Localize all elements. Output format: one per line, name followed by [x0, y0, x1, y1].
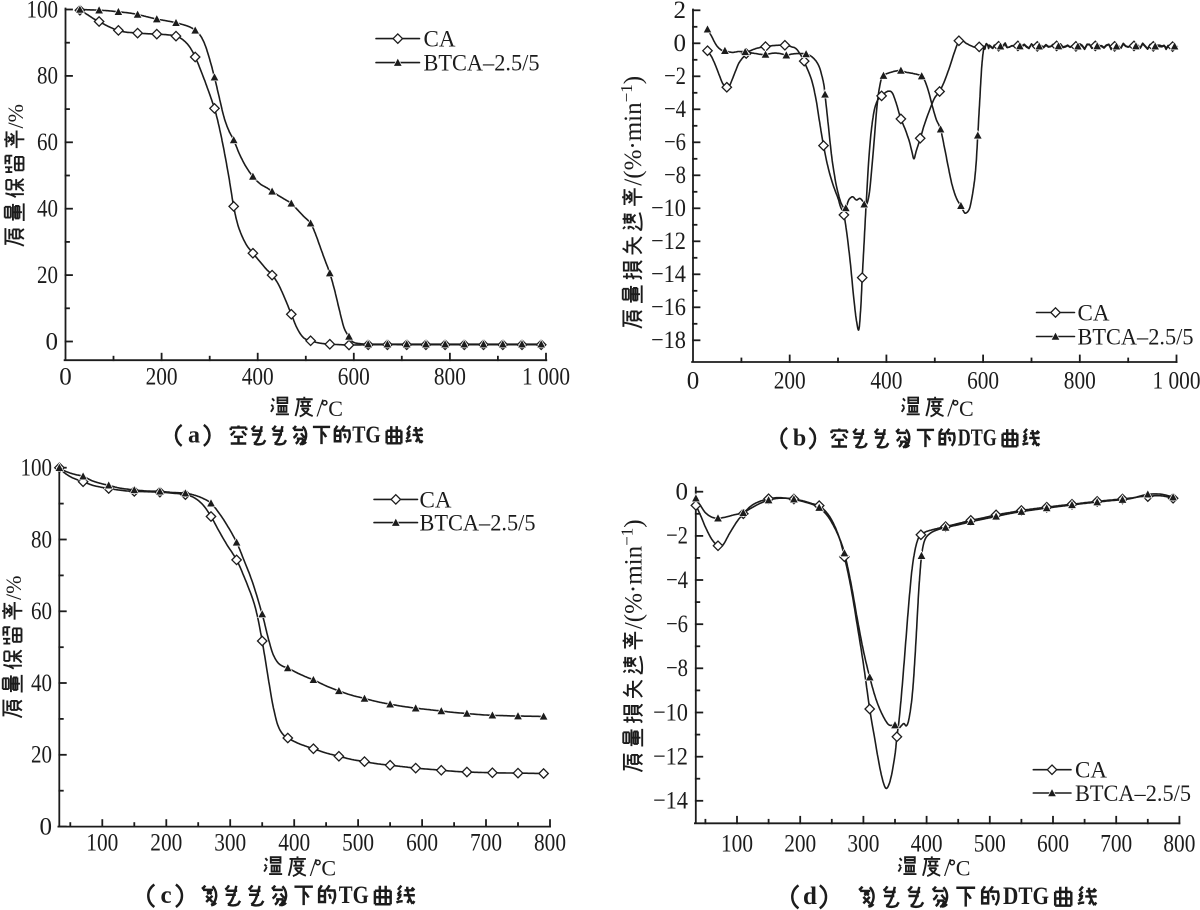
- svg-text:0: 0: [46, 328, 59, 355]
- svg-text:d: d: [803, 883, 817, 910]
- svg-text:600: 600: [338, 364, 370, 391]
- svg-text:1 000: 1 000: [1153, 368, 1200, 395]
- svg-text:200: 200: [146, 364, 178, 391]
- svg-text:−18: −18: [651, 327, 686, 354]
- svg-text:800: 800: [534, 830, 566, 857]
- svg-text:−12: −12: [653, 744, 688, 771]
- svg-text:−4: −4: [664, 96, 686, 123]
- svg-text:800: 800: [1064, 368, 1096, 395]
- svg-text:c: c: [160, 882, 171, 909]
- svg-text:80: 80: [31, 526, 52, 553]
- svg-text:700: 700: [1100, 831, 1132, 858]
- svg-text:700: 700: [470, 830, 502, 857]
- svg-text:0: 0: [676, 479, 689, 506]
- svg-text:CA: CA: [424, 27, 456, 52]
- svg-text:300: 300: [214, 830, 246, 857]
- svg-text:CA: CA: [1075, 758, 1107, 783]
- svg-text:−4: −4: [666, 567, 688, 594]
- svg-text:0: 0: [687, 368, 700, 395]
- svg-text:0: 0: [40, 813, 53, 840]
- svg-text:100: 100: [86, 830, 118, 857]
- svg-text:400: 400: [870, 368, 902, 395]
- svg-text:−10: −10: [653, 699, 688, 726]
- svg-text:/: /: [317, 395, 324, 422]
- svg-text:BTCA–2.5/5: BTCA–2.5/5: [1078, 325, 1194, 350]
- svg-text:600: 600: [1037, 831, 1069, 858]
- svg-text:−2: −2: [664, 63, 686, 90]
- svg-text:600: 600: [967, 368, 999, 395]
- svg-text:C: C: [956, 856, 971, 881]
- svg-text:400: 400: [911, 831, 943, 858]
- svg-text:500: 500: [342, 830, 374, 857]
- svg-text:60: 60: [31, 598, 52, 625]
- svg-text:200: 200: [784, 831, 816, 858]
- svg-text:40: 40: [37, 196, 58, 223]
- svg-text:−8: −8: [664, 162, 686, 189]
- svg-text:/%: /%: [3, 104, 28, 128]
- svg-text:0: 0: [674, 30, 687, 57]
- svg-text:a: a: [188, 423, 200, 449]
- svg-text:100: 100: [721, 831, 753, 858]
- svg-text:600: 600: [406, 830, 438, 857]
- svg-text:DTG: DTG: [958, 426, 997, 452]
- svg-text:−10: −10: [651, 195, 686, 222]
- svg-text:−6: −6: [664, 129, 686, 156]
- svg-text:BTCA–2.5/5: BTCA–2.5/5: [1075, 781, 1191, 806]
- svg-text:−16: −16: [651, 294, 686, 321]
- svg-text:500: 500: [974, 831, 1006, 858]
- svg-text:b: b: [793, 426, 806, 452]
- svg-text:2: 2: [674, 0, 687, 24]
- svg-text:20: 20: [31, 742, 52, 769]
- svg-text:TG: TG: [352, 423, 381, 449]
- svg-text:300: 300: [847, 831, 879, 858]
- svg-text:−14: −14: [651, 261, 686, 288]
- svg-text:/(%·min−1): /(%·min−1): [617, 76, 647, 186]
- svg-text:20: 20: [37, 262, 58, 289]
- svg-text:80: 80: [37, 63, 58, 90]
- svg-text:0: 0: [59, 364, 72, 391]
- svg-text:−8: −8: [666, 655, 688, 682]
- svg-text:TG: TG: [339, 882, 369, 909]
- svg-text:C: C: [321, 856, 336, 881]
- svg-text:DTG: DTG: [1003, 883, 1049, 910]
- svg-text:40: 40: [31, 670, 52, 697]
- svg-text:/: /: [944, 855, 951, 882]
- svg-text:100: 100: [27, 0, 59, 23]
- svg-text:400: 400: [278, 830, 310, 857]
- svg-text:/%: /%: [1, 576, 26, 600]
- svg-text:1 000: 1 000: [522, 364, 570, 391]
- svg-text:60: 60: [37, 129, 58, 156]
- svg-text:CA: CA: [1078, 301, 1110, 326]
- svg-text:−14: −14: [653, 788, 688, 815]
- svg-text:−12: −12: [651, 228, 686, 255]
- svg-text:BTCA–2.5/5: BTCA–2.5/5: [420, 511, 536, 536]
- svg-text:200: 200: [774, 368, 806, 395]
- svg-text:−2: −2: [666, 523, 688, 550]
- svg-text:400: 400: [242, 364, 274, 391]
- svg-text:/: /: [310, 855, 317, 882]
- svg-text:BTCA–2.5/5: BTCA–2.5/5: [424, 51, 540, 76]
- svg-text:800: 800: [1163, 831, 1195, 858]
- svg-text:−6: −6: [666, 611, 688, 638]
- svg-text:100: 100: [21, 455, 53, 482]
- svg-text:CA: CA: [420, 487, 452, 512]
- svg-text:C: C: [959, 396, 974, 421]
- svg-text:800: 800: [434, 364, 466, 391]
- svg-text:200: 200: [150, 830, 182, 857]
- svg-text:C: C: [328, 396, 343, 421]
- svg-text:/: /: [947, 395, 954, 422]
